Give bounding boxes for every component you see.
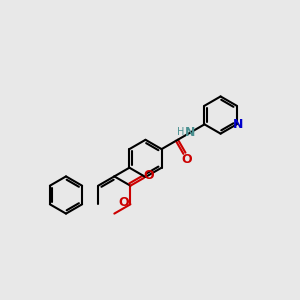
Text: N: N bbox=[185, 126, 195, 139]
Text: N: N bbox=[233, 118, 243, 131]
Text: O: O bbox=[143, 169, 154, 182]
Text: H: H bbox=[176, 127, 184, 137]
Text: O: O bbox=[118, 196, 129, 209]
Text: O: O bbox=[181, 152, 192, 166]
